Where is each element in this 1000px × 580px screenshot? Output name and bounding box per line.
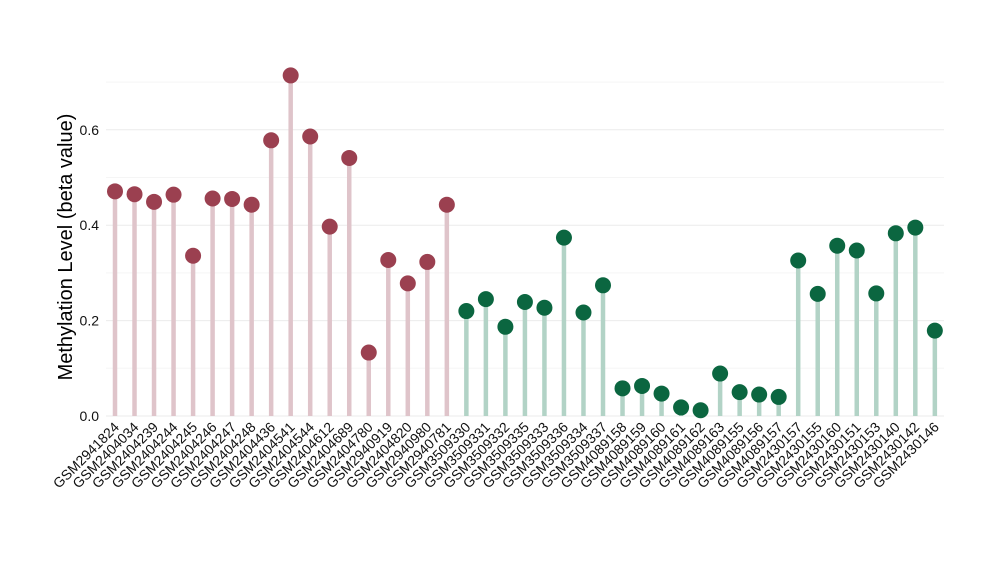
data-point	[165, 186, 182, 203]
data-point	[438, 196, 455, 213]
x-axis-ticks: GSM2941824GSM2404034GSM2404239GSM2404244…	[50, 419, 942, 492]
data-point	[282, 67, 299, 84]
data-point	[712, 365, 729, 382]
data-point	[868, 285, 885, 302]
data-point	[575, 304, 592, 321]
data-point	[477, 291, 494, 308]
data-point	[224, 190, 241, 207]
data-point	[926, 322, 943, 339]
data-point	[653, 385, 670, 402]
y-tick-label: 0.6	[80, 122, 100, 138]
data-point	[555, 229, 572, 246]
data-point	[536, 299, 553, 316]
y-axis-ticks: 0.0 0.2 0.4 0.6	[80, 122, 100, 424]
lollipop-points	[107, 67, 943, 419]
data-point	[595, 277, 611, 294]
data-point	[614, 380, 631, 397]
data-point	[790, 252, 807, 269]
data-point	[673, 399, 690, 416]
data-point	[419, 253, 436, 270]
data-point	[887, 225, 904, 242]
data-point	[302, 128, 319, 145]
y-tick-label: 0.0	[80, 408, 100, 424]
data-point	[751, 386, 768, 403]
lollipop-stems	[112, 75, 938, 416]
data-point	[458, 303, 475, 320]
data-point	[243, 196, 260, 213]
data-point	[770, 388, 787, 405]
data-point	[497, 318, 514, 335]
data-point	[634, 377, 651, 394]
y-tick-label: 0.4	[80, 217, 100, 233]
data-point	[692, 402, 709, 419]
data-point	[731, 384, 748, 401]
data-point	[907, 219, 924, 236]
data-point	[341, 149, 358, 166]
data-point	[107, 183, 123, 200]
data-point	[399, 275, 416, 292]
data-point	[829, 237, 846, 254]
data-point	[263, 132, 280, 149]
data-point	[380, 252, 397, 269]
data-point	[126, 186, 143, 203]
data-point	[321, 218, 338, 235]
data-point	[204, 190, 221, 207]
data-point	[360, 344, 377, 361]
y-tick-label: 0.2	[80, 313, 100, 329]
data-point	[516, 293, 533, 310]
y-axis-title: Methylation Level (beta value)	[55, 114, 77, 381]
data-point	[185, 247, 202, 264]
data-point	[809, 285, 826, 302]
data-point	[146, 193, 163, 210]
data-point	[848, 242, 865, 259]
